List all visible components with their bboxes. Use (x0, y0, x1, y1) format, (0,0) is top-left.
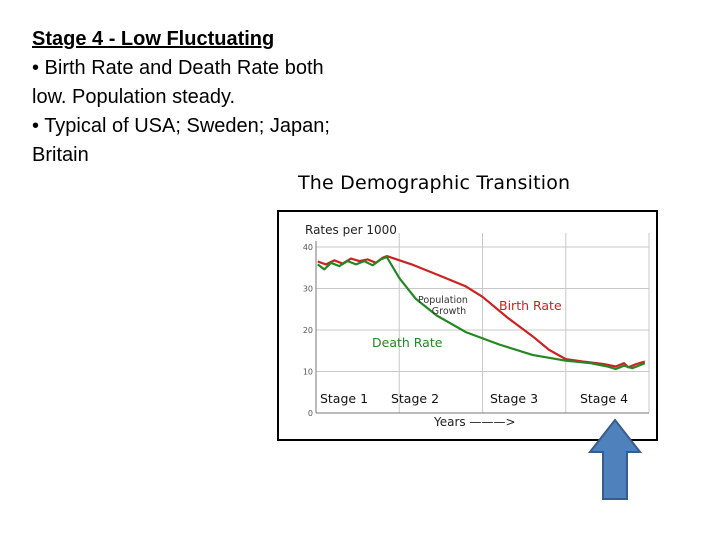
slide-text-block: Stage 4 - Low Fluctuating • Birth Rate a… (32, 25, 362, 170)
y-tick-label: 10 (303, 368, 313, 377)
up-arrow-icon (588, 418, 642, 500)
death-rate-label: Death Rate (372, 335, 443, 350)
stage-label-1: Stage 1 (320, 391, 368, 406)
death-rate-line (317, 255, 646, 371)
slide-title: Stage 4 - Low Fluctuating (32, 28, 275, 50)
y-tick-label: 40 (303, 243, 313, 252)
stage-label-4: Stage 4 (580, 391, 628, 406)
chart-title: The Demographic Transition (298, 172, 571, 194)
birth-rate-label: Birth Rate (499, 298, 562, 313)
y-axis-label: Rates per 1000 (305, 223, 397, 237)
population-growth-label-line2: Growth (432, 306, 466, 317)
y-tick-label: 30 (303, 285, 313, 294)
bullet-2: • Typical of USA; Sweden; Japan; Britain (32, 115, 330, 166)
x-axis-label: Years ———> (433, 415, 516, 429)
y-tick-label: 0 (308, 409, 313, 418)
birth-rate-line (317, 255, 646, 369)
chart-frame: 0 10 20 30 40 Rates per 1000 Birth Rate Death R… (277, 210, 658, 441)
y-tick-label: 20 (303, 326, 313, 335)
stage-label-2: Stage 2 (391, 391, 439, 406)
population-growth-label-line1: Population (418, 295, 468, 306)
demographic-transition-chart: 0 10 20 30 40 Rates per 1000 Birth Rate Death R… (303, 223, 650, 429)
stage-label-3: Stage 3 (490, 391, 538, 406)
bullet-1: • Birth Rate and Death Rate both low. Po… (32, 57, 324, 108)
